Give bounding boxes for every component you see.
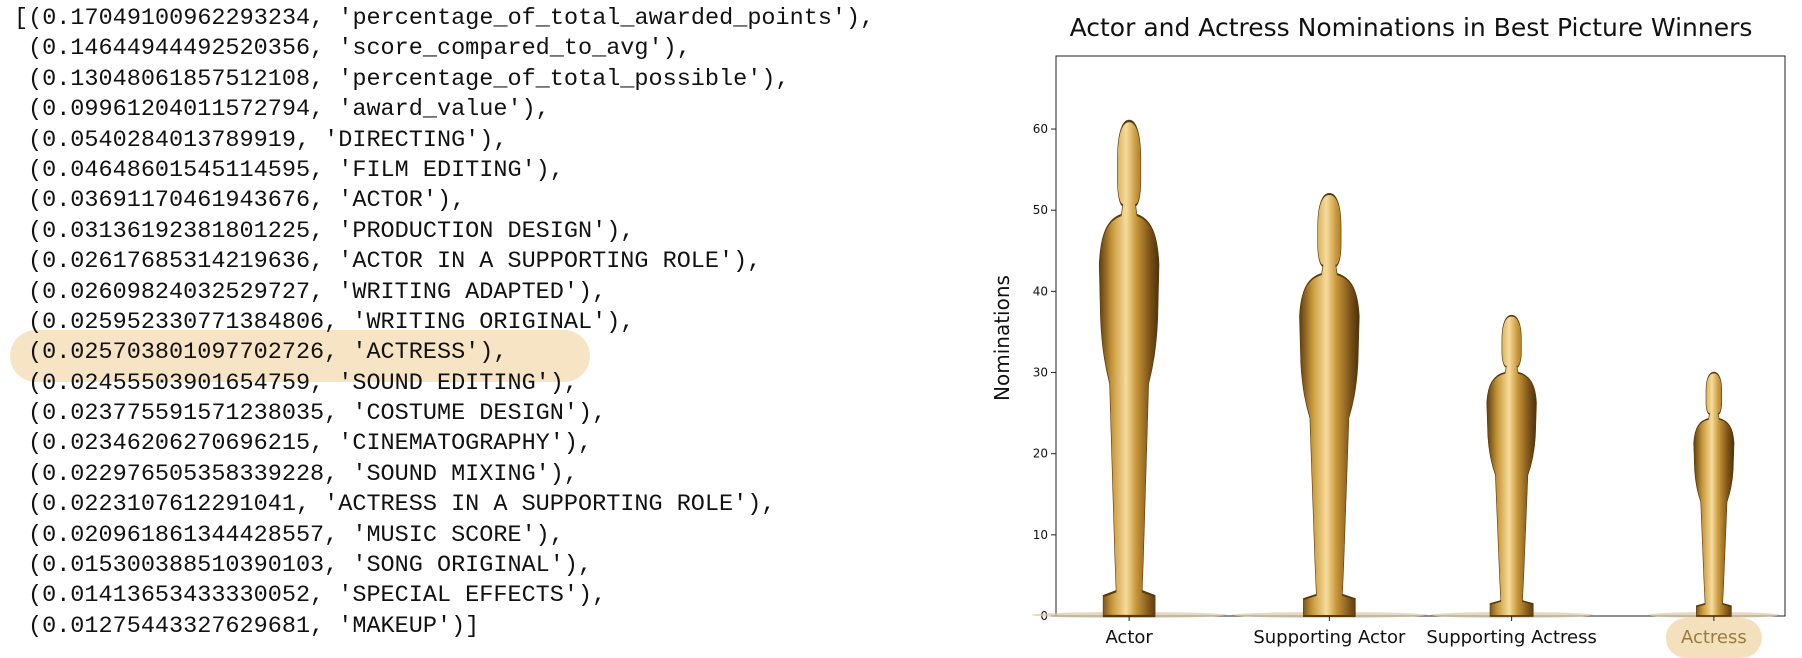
y-axis-label: Nominations (990, 275, 1014, 401)
chart-canvas: Actor and Actress Nominations in Best Pi… (990, 13, 1786, 658)
code-line: (0.02455503901654759, 'SOUND EDITING'), (28, 369, 578, 397)
x-tick-label: Supporting Actress (1426, 627, 1597, 648)
code-line: (0.02346206270696215, 'CINEMATOGRAPHY'), (28, 430, 593, 458)
y-tick-label: 10 (1033, 528, 1048, 542)
feature-importance-list: [(0.17049100962293234, 'percentage_of_to… (14, 4, 874, 642)
code-line: (0.13048061857512108, 'percentage_of_tot… (28, 65, 790, 93)
code-line: [(0.17049100962293234, 'percentage_of_to… (14, 5, 875, 32)
code-line-highlighted: (0.025703801097702726, 'ACTRESS'), (28, 339, 508, 367)
x-tick-label: Supporting Actor (1253, 627, 1406, 648)
bar-statuette-actress (1693, 371, 1735, 617)
code-line: (0.04648601545114595, 'FILM EDITING'), (28, 156, 564, 184)
code-line: (0.02617685314219636, 'ACTOR IN A SUPPOR… (28, 248, 762, 276)
code-line: (0.03691170461943676, 'ACTOR'), (28, 187, 466, 215)
bar-statuette-supporting-actress (1486, 314, 1537, 617)
code-line: (0.025952330771384806, 'WRITING ORIGINAL… (28, 308, 635, 336)
chart-title: Actor and Actress Nominations in Best Pi… (1070, 13, 1753, 42)
chart-panel: Actor and Actress Nominations in Best Pi… (990, 0, 1802, 658)
code-line: (0.015300388510390103, 'SONG ORIGINAL'), (28, 552, 593, 580)
bar-statuette-supporting-actor (1299, 192, 1360, 617)
plot-area: 0102030405060ActorSupporting ActorSuppor… (1031, 55, 1786, 658)
code-line: (0.020961861344428557, 'MUSIC SCORE'), (28, 521, 564, 549)
y-tick-label: 60 (1033, 122, 1048, 136)
highlight-marker (10, 330, 590, 382)
y-tick-label: 40 (1033, 284, 1048, 298)
bar-statuette-actor (1098, 119, 1160, 618)
code-line: (0.022976505358339228, 'SOUND MIXING'), (28, 460, 578, 488)
code-line: (0.023775591571238035, 'COSTUME DESIGN')… (28, 400, 607, 428)
code-line: (0.14644944492520356, 'score_compared_to… (28, 35, 691, 63)
code-line: (0.0540284013789919, 'DIRECTING'), (28, 126, 508, 154)
code-line: (0.0223107612291041, 'ACTRESS IN A SUPPO… (28, 491, 776, 519)
x-tick-label: Actress (1681, 627, 1747, 648)
plot-frame (1055, 55, 1786, 617)
code-line: (0.01413653433330052, 'SPECIAL EFFECTS')… (28, 582, 607, 610)
y-tick-label: 30 (1033, 366, 1048, 380)
category-highlight-pill (1665, 618, 1762, 658)
x-tick-label: Actor (1105, 627, 1153, 648)
code-line: (0.09961204011572794, 'award_value'), (28, 96, 550, 124)
y-tick-label: 20 (1033, 447, 1048, 461)
y-tick-label: 50 (1033, 203, 1048, 217)
code-line: (0.02609824032529727, 'WRITING ADAPTED')… (28, 278, 607, 306)
code-line: (0.01275443327629681, 'MAKEUP')] (28, 612, 480, 640)
code-line: (0.03136192381801225, 'PRODUCTION DESIGN… (28, 217, 635, 245)
code-output-panel: [(0.17049100962293234, 'percentage_of_to… (10, 4, 874, 642)
